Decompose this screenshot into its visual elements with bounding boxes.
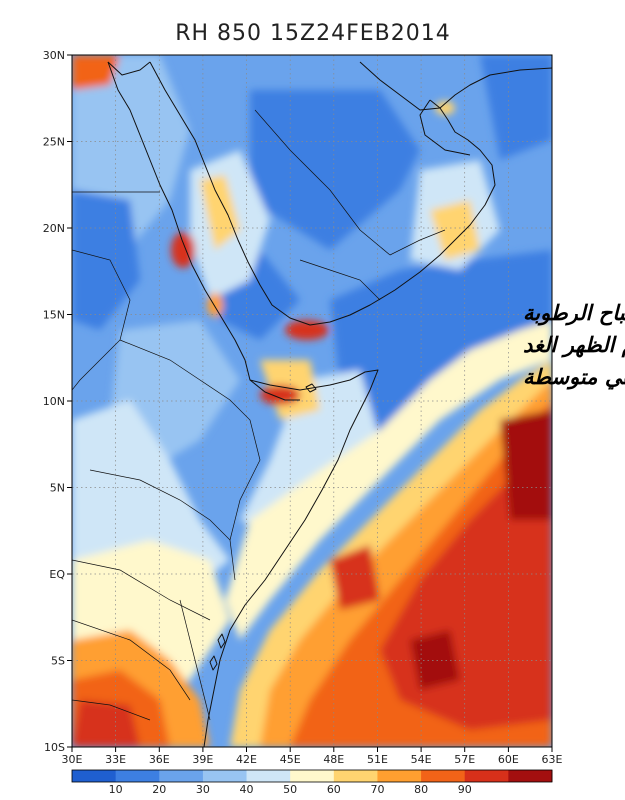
annotation-line: =تحديث الصباح الرطوبة <box>523 301 625 326</box>
colorbar-label: 30 <box>196 783 210 796</box>
colorbar-label: 90 <box>458 783 472 796</box>
colorbar-label: 10 <box>109 783 123 796</box>
colorbar-label: 40 <box>240 783 254 796</box>
lon-label: 45E <box>280 753 301 766</box>
arabic-annotation: =تحديث الصباح الرطوبة لطبقة 850م الظهر ا… <box>523 301 625 390</box>
lon-label: 30E <box>62 753 83 766</box>
colorbar-swatch <box>333 770 378 782</box>
colorbar-label: 60 <box>327 783 341 796</box>
lat-label: EQ <box>49 568 65 581</box>
colorbar-label: 80 <box>414 783 428 796</box>
colorbar-label: 50 <box>283 783 297 796</box>
lon-label: 33E <box>105 753 126 766</box>
colorbar-swatch <box>202 770 248 782</box>
annotation-line: لطبقة 850م الظهر الغد <box>523 333 625 358</box>
colorbar-swatch <box>72 770 117 782</box>
colorbar-swatch <box>159 770 204 782</box>
colorbar-swatch <box>508 770 553 782</box>
lon-label: 63E <box>542 753 563 766</box>
lon-label: 54E <box>411 753 432 766</box>
colorbar-label: 70 <box>370 783 384 796</box>
colorbar-swatch <box>421 770 466 782</box>
lon-label: 48E <box>323 753 344 766</box>
lat-labels: 30N 25N 20N 15N 10N 5N EQ 5S 10S <box>43 49 66 754</box>
lon-label: 57E <box>454 753 475 766</box>
lat-label: 30N <box>43 49 65 62</box>
lon-label: 39E <box>192 753 213 766</box>
annotation-line: وهي متوسطة <box>523 365 625 390</box>
colorbar-swatch <box>246 770 291 782</box>
lon-tick-marks <box>71 747 553 752</box>
colorbar: 10 20 30 40 50 60 70 80 90 <box>71 769 553 796</box>
lat-label: 20N <box>43 222 65 235</box>
map-title: RH 850 15Z24FEB2014 <box>175 21 451 46</box>
lon-label: 36E <box>149 753 170 766</box>
country-borders <box>72 109 446 721</box>
lon-label: 60E <box>498 753 519 766</box>
lat-label: 5N <box>50 482 65 495</box>
humidity-field <box>72 55 552 747</box>
lat-label: 10S <box>44 741 65 754</box>
colorbar-swatch <box>464 770 509 782</box>
coastlines <box>107 61 552 747</box>
colorbar-label: 20 <box>152 783 166 796</box>
colorbar-swatch <box>115 770 160 782</box>
gridlines <box>72 55 552 747</box>
lon-label: 42E <box>236 753 257 766</box>
lon-label: 51E <box>367 753 388 766</box>
colorbar-frame <box>71 769 553 783</box>
colorbar-swatch <box>290 770 335 782</box>
lat-tick-marks <box>67 54 72 748</box>
colorbar-swatch <box>377 770 422 782</box>
lat-label: 5S <box>51 655 65 668</box>
lon-labels: 30E 33E 36E 39E 42E 45E 48E 51E 54E 57E … <box>62 753 563 766</box>
lat-label: 10N <box>43 395 65 408</box>
lat-label: 25N <box>43 136 65 149</box>
lat-label: 15N <box>43 309 65 322</box>
